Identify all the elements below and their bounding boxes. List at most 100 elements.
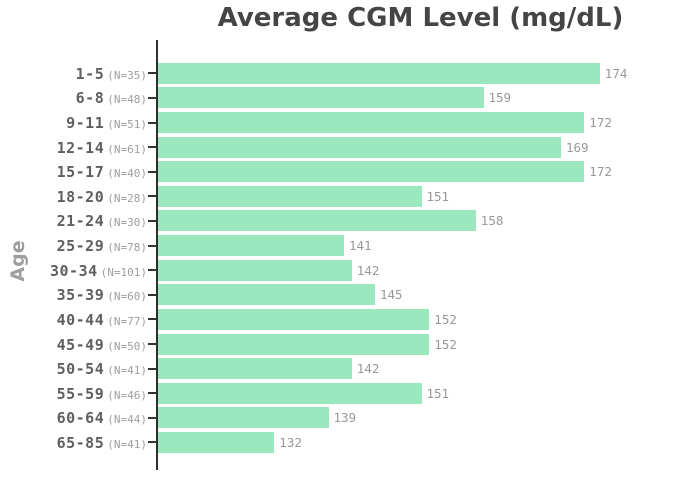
bar-wrap: 152 (158, 333, 457, 355)
bar (158, 112, 585, 134)
tick-mark (148, 170, 156, 173)
sample-size-label: (N=35) (107, 68, 147, 82)
bar-wrap: 151 (158, 185, 450, 207)
sample-size-label: (N=41) (107, 364, 147, 378)
bar-wrap: 174 (158, 62, 628, 84)
value-label: 151 (426, 188, 450, 204)
y-tick-label: 50-54 (N=41) (0, 359, 147, 378)
value-label: 159 (488, 90, 512, 106)
bar-wrap: 169 (158, 136, 589, 158)
tick-mark (148, 293, 156, 296)
value-label: 172 (589, 164, 612, 180)
age-range-label: 35-39 (56, 286, 105, 305)
bar-wrap: 141 (158, 235, 372, 257)
sample-size-label: (N=41) (107, 437, 147, 451)
bar-row: 45-49 (N=50) 152 (0, 332, 700, 357)
chart-title: Average CGM Level (mg/dL) (217, 3, 624, 33)
value-label: 169 (566, 139, 589, 155)
value-label: 158 (480, 213, 504, 229)
sample-size-label: (N=48) (107, 93, 147, 107)
age-range-label: 50-54 (56, 360, 105, 379)
bar-row: 25-29 (N=78) 141 (0, 233, 700, 258)
y-tick-label: 35-39 (N=60) (0, 285, 147, 304)
bar (158, 259, 352, 281)
value-label: 172 (589, 115, 612, 131)
y-tick-label: 25-29 (N=78) (0, 236, 147, 255)
value-label: 174 (604, 65, 628, 81)
age-range-label: 45-49 (56, 335, 105, 354)
bar-row: 18-20 (N=28) 151 (0, 184, 700, 209)
bar-wrap: 172 (158, 112, 612, 134)
age-range-label: 40-44 (56, 310, 105, 329)
age-range-label: 6-8 (75, 89, 105, 108)
sample-size-label: (N=78) (107, 241, 147, 255)
bar (158, 136, 561, 158)
age-range-label: 25-29 (56, 237, 105, 256)
tick-mark (148, 146, 156, 149)
bar-wrap: 159 (158, 87, 512, 109)
bar-wrap: 132 (158, 431, 302, 453)
y-tick-label: 60-64 (N=44) (0, 408, 147, 427)
tick-mark (148, 392, 156, 395)
value-label: 132 (279, 434, 302, 450)
bar-row: 55-59 (N=46) 151 (0, 381, 700, 406)
y-tick-label: 15-17 (N=40) (0, 162, 147, 181)
bar (158, 333, 430, 355)
sample-size-label: (N=44) (107, 413, 147, 427)
bar (158, 62, 600, 84)
tick-mark (148, 367, 156, 370)
bar-row: 9-11 (N=51) 172 (0, 110, 700, 135)
y-tick-label: 18-20 (N=28) (0, 187, 147, 206)
tick-mark (148, 269, 156, 272)
bar-row: 50-54 (N=41) 142 (0, 356, 700, 381)
bar (158, 431, 275, 453)
sample-size-label: (N=61) (107, 142, 147, 156)
bar-wrap: 145 (158, 284, 403, 306)
bar-wrap: 151 (158, 382, 450, 404)
bar (158, 210, 476, 232)
sample-size-label: (N=51) (107, 118, 147, 132)
bar-row: 21-24 (N=30) 158 (0, 209, 700, 234)
tick-mark (148, 121, 156, 124)
y-tick-label: 55-59 (N=46) (0, 384, 147, 403)
bar-row: 15-17 (N=40) 172 (0, 159, 700, 184)
age-range-label: 15-17 (56, 163, 105, 182)
age-range-label: 21-24 (56, 212, 105, 231)
y-tick-label: 45-49 (N=50) (0, 335, 147, 354)
value-label: 139 (333, 410, 357, 426)
bar (158, 382, 422, 404)
bar-wrap: 152 (158, 308, 457, 330)
value-label: 152 (434, 311, 457, 327)
tick-mark (148, 195, 156, 198)
sample-size-label: (N=46) (107, 388, 147, 402)
y-tick-label: 65-85 (N=41) (0, 433, 147, 452)
bar-wrap: 139 (158, 407, 357, 429)
age-range-label: 12-14 (56, 138, 105, 157)
bar-wrap: 172 (158, 161, 612, 183)
age-range-label: 9-11 (66, 114, 105, 133)
age-range-label: 30-34 (49, 261, 98, 280)
y-tick-label: 1-5 (N=35) (0, 64, 147, 83)
age-range-label: 65-85 (56, 433, 105, 452)
bar-row: 65-85 (N=41) 132 (0, 430, 700, 455)
bar-wrap: 142 (158, 259, 379, 281)
y-axis-line (156, 40, 158, 470)
y-tick-label: 30-34 (N=101) (0, 261, 147, 280)
bar-wrap: 142 (158, 358, 380, 380)
sample-size-label: (N=77) (107, 314, 147, 328)
y-tick-label: 9-11 (N=51) (0, 113, 147, 132)
bar-row: 60-64 (N=44) 139 (0, 406, 700, 431)
sample-size-label: (N=30) (107, 216, 147, 230)
sample-size-label: (N=28) (107, 191, 147, 205)
value-label: 151 (426, 385, 450, 401)
age-range-label: 60-64 (56, 409, 105, 428)
bar (158, 358, 352, 380)
value-label: 142 (356, 361, 380, 377)
bar (158, 87, 484, 109)
bar-row: 35-39 (N=60) 145 (0, 282, 700, 307)
y-tick-label: 21-24 (N=30) (0, 211, 147, 230)
bar-row: 30-34 (N=101) 142 (0, 258, 700, 283)
tick-mark (148, 441, 156, 444)
tick-mark (148, 343, 156, 345)
